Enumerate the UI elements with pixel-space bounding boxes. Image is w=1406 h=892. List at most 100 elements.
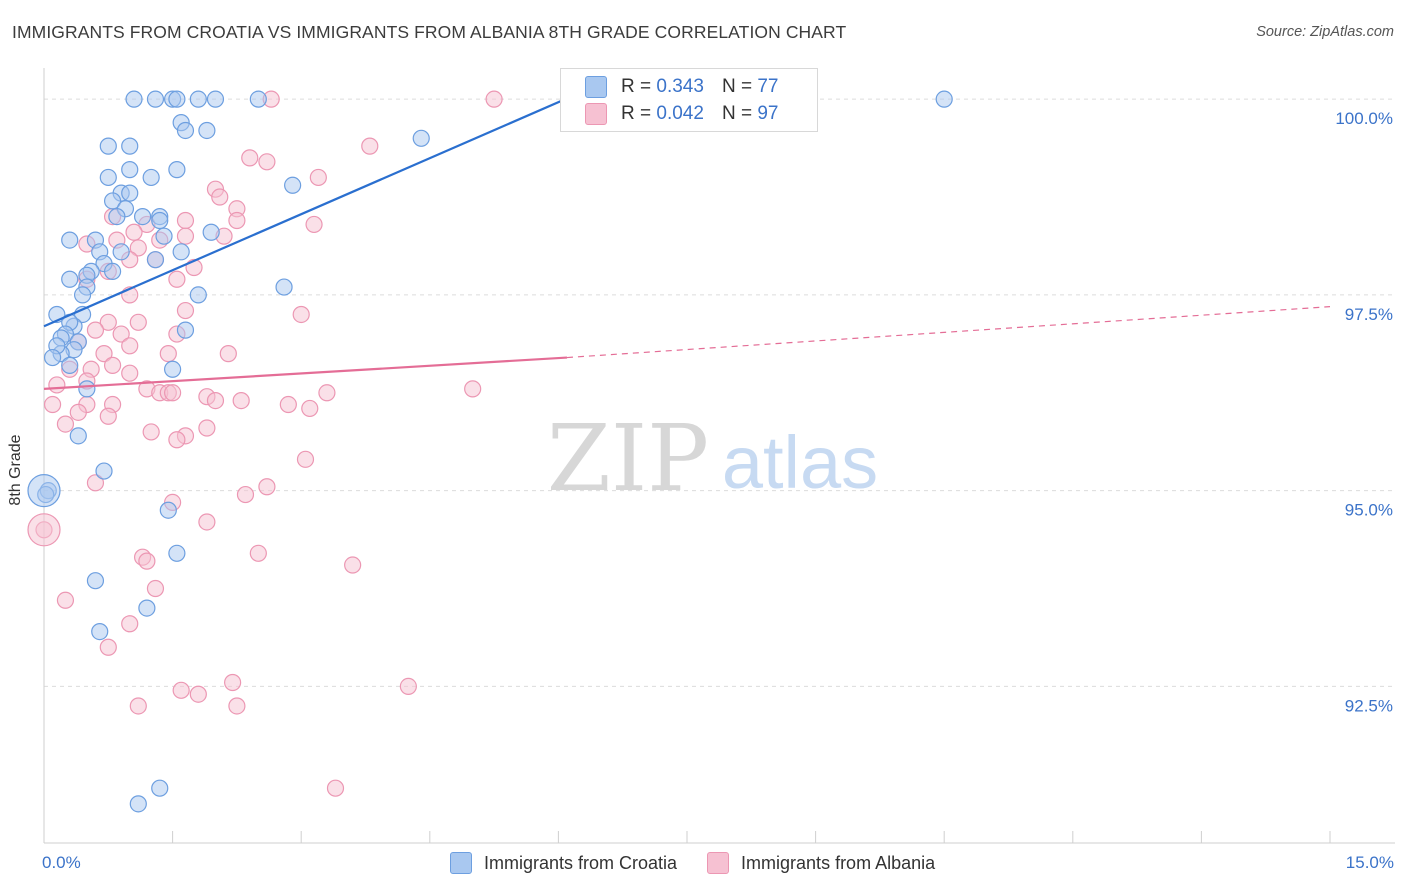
legend-row-albania: R = 0.042 N = 97 [585, 101, 778, 127]
axes [43, 68, 1395, 844]
croatia-point-22 [103, 192, 122, 210]
croatia-point-34 [172, 243, 190, 261]
croatia-point-40 [103, 262, 122, 281]
albania-point-55 [279, 395, 297, 414]
albania-point-61 [99, 407, 117, 425]
legend-albania-r-value: 0.042 [656, 103, 704, 124]
croatia-point-12 [99, 137, 117, 155]
grid-lines [44, 98, 1395, 687]
albania-point-7 [211, 188, 229, 206]
croatia-point-30 [155, 227, 173, 245]
series-label-albania: Immigrants from Albania [741, 852, 936, 873]
croatia-point-4 [189, 90, 207, 108]
croatia-point-57 [61, 356, 79, 374]
legend-albania-r-label: R = [621, 103, 652, 124]
croatia-point-21 [121, 184, 139, 202]
albania-point-83 [172, 681, 190, 699]
albania-point-37 [95, 345, 113, 363]
croatia-point-59 [78, 380, 96, 398]
croatia-point-15 [168, 161, 186, 179]
albania-point-38 [159, 345, 177, 363]
croatia-point-18 [99, 168, 117, 187]
croatia-point-65 [168, 544, 186, 562]
croatia-point-67 [138, 599, 156, 617]
albania-point-77 [344, 556, 362, 574]
croatia-point-14 [412, 129, 430, 147]
albania-point-84 [399, 677, 417, 696]
croatia-point-1 [146, 90, 165, 108]
legend-croatia-n-label: N = [721, 76, 753, 97]
legend-swatch-croatia [585, 76, 607, 98]
y-tick-label-2: 95.0% [1345, 501, 1393, 520]
albania-point-85 [189, 685, 207, 703]
albania-point-74 [249, 544, 267, 562]
croatia-point-26 [133, 208, 152, 226]
albania-point-26 [168, 270, 186, 288]
croatia-point-0 [125, 90, 143, 108]
croatia-point-5 [206, 90, 225, 108]
series-legend-albania: Immigrants from Albania [707, 852, 935, 874]
albania-trend-extension [566, 306, 1331, 359]
albania-point-35 [121, 337, 139, 355]
albania-point-29 [292, 305, 310, 324]
croatia-point-17 [142, 168, 160, 187]
croatia-point-66 [86, 572, 105, 590]
croatia-point-58 [164, 360, 182, 378]
albania-point-16 [176, 227, 195, 245]
albania-point-31 [129, 313, 147, 331]
legend-croatia-n-value: 77 [757, 76, 779, 97]
legend-croatia-r-label: R = [621, 76, 652, 97]
albania-point-33 [112, 325, 130, 343]
croatia-cluster-point [27, 474, 61, 508]
legend-row-croatia: R = 0.343 N = 77 [585, 74, 778, 100]
albania-point-60 [69, 403, 87, 421]
albania-point-66 [168, 431, 186, 449]
albania-point-51 [318, 384, 336, 402]
albania-point-49 [164, 384, 182, 402]
croatia-point-60 [69, 427, 87, 445]
legend-croatia-r-value: 0.343 [656, 76, 704, 97]
albania-cluster-point [27, 513, 61, 547]
albania-point-32 [86, 321, 105, 339]
albania-point-9 [228, 211, 246, 230]
croatia-point-56 [43, 348, 62, 367]
albania-point-1 [485, 90, 503, 108]
croatia-point-25 [108, 208, 126, 226]
watermark-atlas: atlas [722, 421, 878, 504]
albania-point-82 [224, 673, 242, 692]
croatia-point-27 [151, 211, 169, 230]
croatia-point-68 [91, 622, 109, 641]
albania-point-73 [198, 513, 216, 531]
croatia-point-10 [176, 121, 195, 140]
series-swatch-croatia [450, 852, 472, 874]
series-legend: Immigrants from Croatia Immigrants from … [450, 852, 965, 874]
croatia-points [27, 90, 953, 813]
albania-point-88 [326, 779, 345, 797]
croatia-point-31 [202, 223, 220, 241]
trend-lines [43, 82, 1331, 390]
albania-point-50 [464, 380, 482, 398]
albania-point-87 [129, 697, 147, 715]
croatia-point-49 [176, 321, 195, 339]
albania-point-70 [236, 485, 255, 504]
chart-title: IMMIGRANTS FROM CROATIA VS IMMIGRANTS FR… [12, 22, 847, 42]
albania-point-40 [103, 356, 122, 374]
croatia-point-39 [61, 270, 79, 288]
albania-point-63 [198, 419, 216, 437]
albania-point-54 [232, 392, 250, 410]
croatia-point-70 [129, 795, 147, 813]
y-tick-label-1: 97.5% [1345, 305, 1393, 324]
croatia-point-13 [121, 137, 139, 155]
albania-point-76 [138, 552, 156, 570]
legend-swatch-albania [585, 103, 607, 125]
albania-point-81 [99, 638, 117, 656]
albania-point-3 [241, 149, 259, 167]
albania-point-79 [56, 591, 75, 609]
croatia-point-61 [95, 462, 113, 480]
albania-point-62 [56, 415, 75, 433]
albania-trend-line [43, 356, 568, 390]
albania-point-2 [361, 137, 379, 155]
albania-point-30 [99, 313, 117, 331]
croatia-point-35 [146, 251, 165, 269]
albania-point-64 [142, 423, 160, 441]
